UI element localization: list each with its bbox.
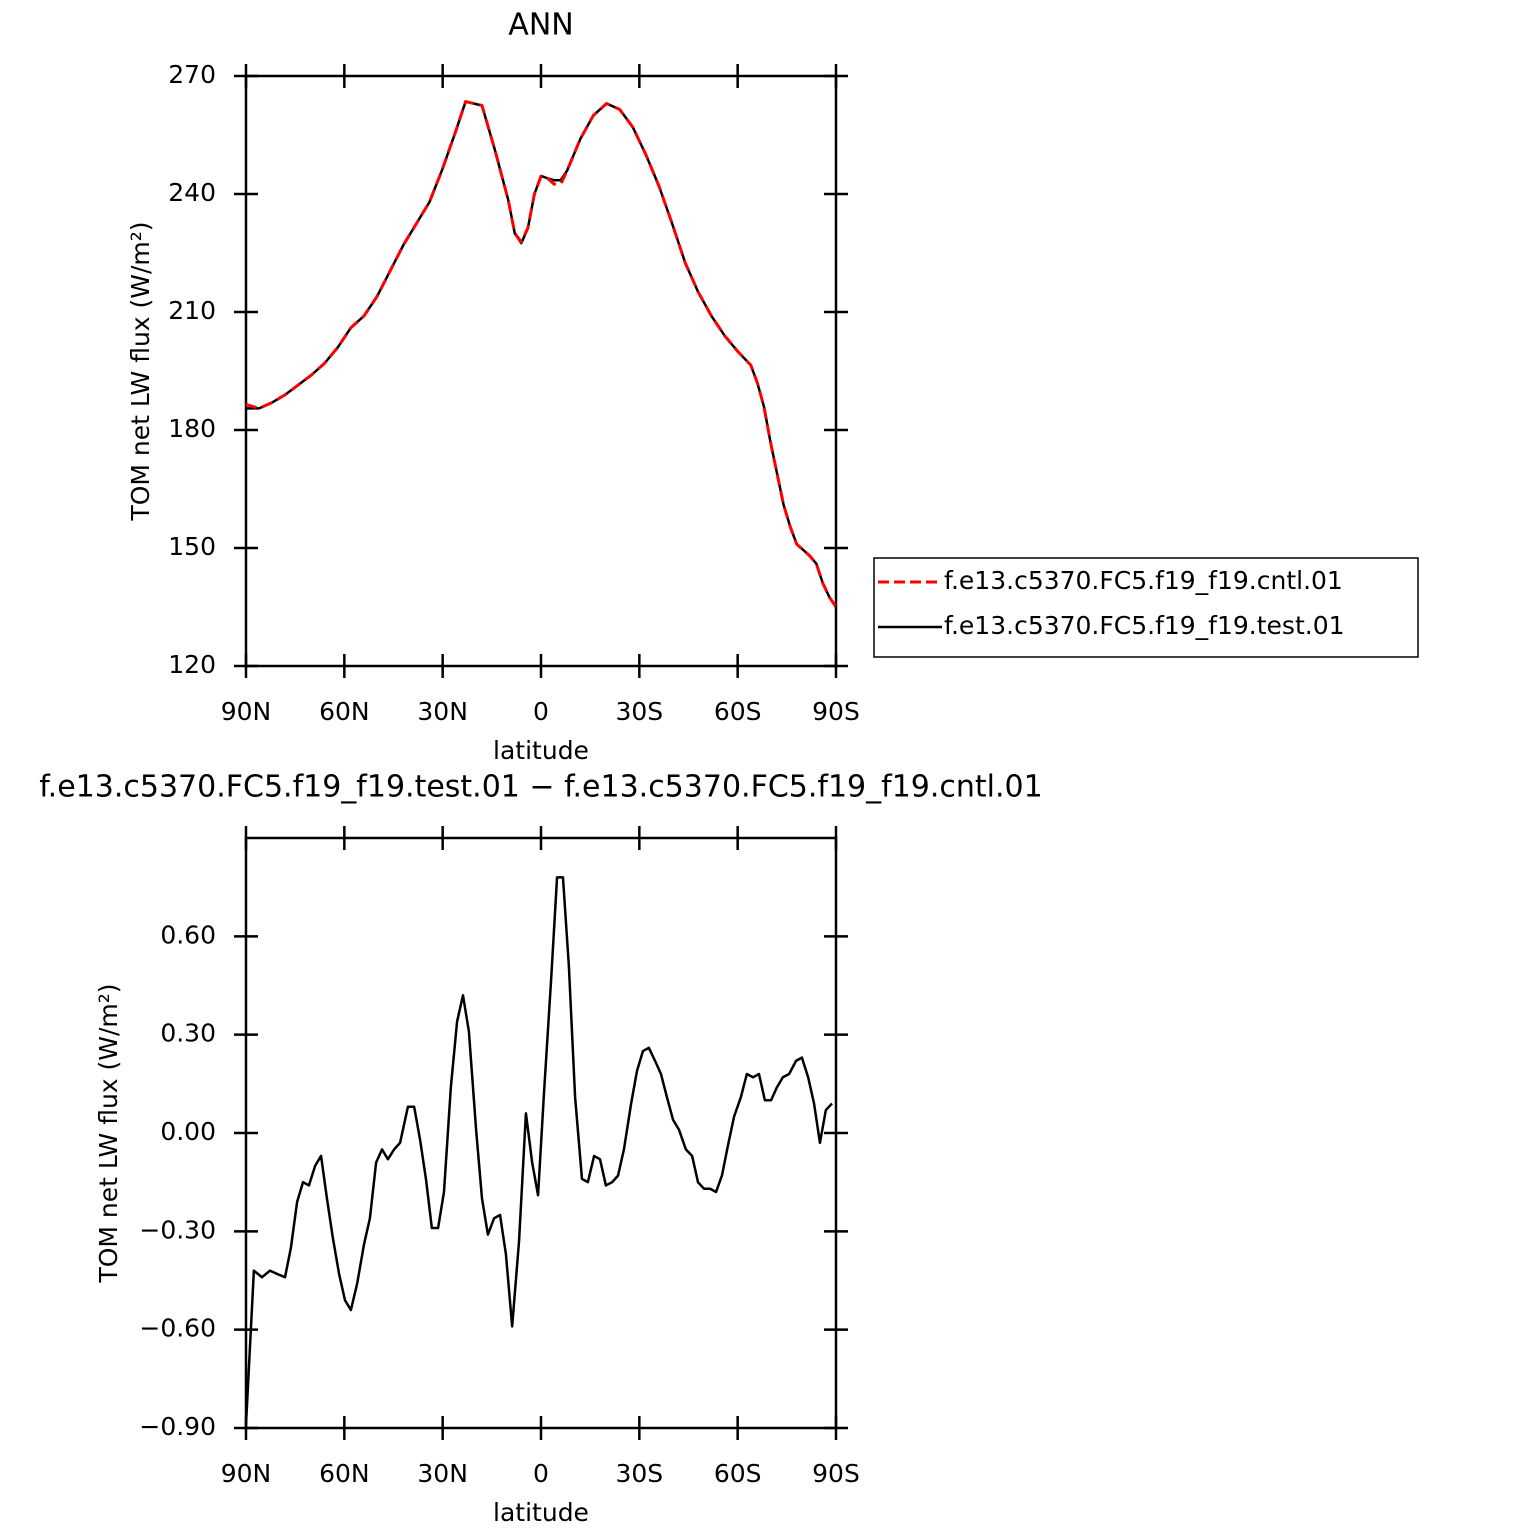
legend-box [873, 557, 1419, 658]
y-tick-label: 270 [168, 60, 216, 89]
x-tick-label: 0 [533, 697, 549, 726]
y-tick-label: −0.30 [139, 1215, 216, 1244]
y-tick-label: 0.00 [160, 1117, 216, 1146]
x-tick-label: 0 [533, 1459, 549, 1488]
x-axis-label: latitude [493, 1498, 589, 1527]
y-tick-label: −0.90 [139, 1412, 216, 1441]
data-line [245, 100, 838, 608]
chart-title: f.e13.c5370.FC5.f19_f19.test.01 − f.e13.… [39, 770, 1042, 805]
x-tick-label: 30N [417, 1459, 468, 1488]
y-tick-label: 0.60 [160, 920, 216, 949]
x-tick-label: 30S [615, 1459, 663, 1488]
y-axis-label: TOM net LW flux (W/m²) [126, 221, 155, 521]
x-tick-label: 90N [221, 1459, 272, 1488]
legend-label: f.e13.c5370.FC5.f19_f19.cntl.01 [944, 566, 1343, 595]
x-tick-label: 60S [714, 1459, 762, 1488]
x-tick-label: 60N [319, 1459, 370, 1488]
y-tick-label: 150 [168, 532, 216, 561]
chart-title: ANN [508, 8, 573, 43]
x-tick-label: 90N [221, 697, 272, 726]
plot-frame [244, 74, 838, 668]
y-axis-label: TOM net LW flux (W/m²) [94, 983, 123, 1283]
y-tick-label: 240 [168, 178, 216, 207]
y-tick-label: 180 [168, 414, 216, 443]
y-tick-label: 0.30 [160, 1019, 216, 1048]
y-tick-label: −0.60 [139, 1314, 216, 1343]
x-tick-label: 90S [812, 697, 860, 726]
data-line [244, 876, 833, 1425]
y-tick-label: 210 [168, 296, 216, 325]
y-tick-label: 120 [168, 650, 216, 679]
x-tick-label: 30N [417, 697, 468, 726]
x-tick-label: 90S [812, 1459, 860, 1488]
legend-label: f.e13.c5370.FC5.f19_f19.test.01 [944, 611, 1345, 640]
x-tick-label: 60S [714, 697, 762, 726]
x-tick-label: 30S [615, 697, 663, 726]
x-axis-label: latitude [493, 736, 589, 765]
x-tick-label: 60N [319, 697, 370, 726]
